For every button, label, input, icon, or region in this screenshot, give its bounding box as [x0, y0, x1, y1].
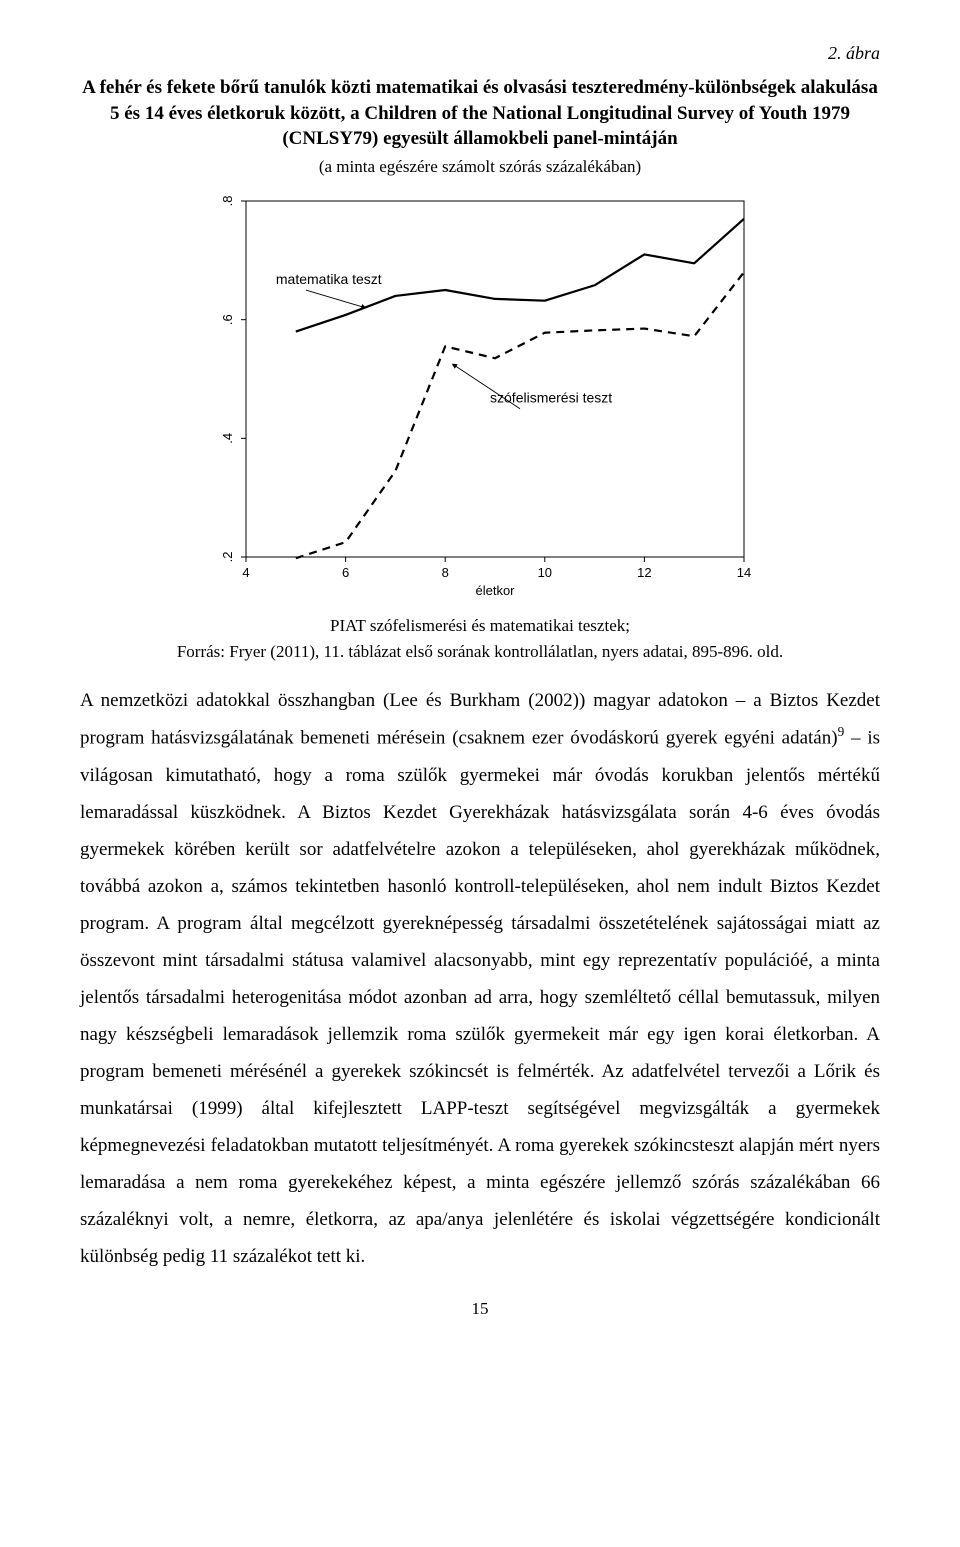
svg-text:.8: .8 — [220, 196, 235, 207]
figure-title: A fehér és fekete bőrű tanulók közti mat… — [80, 75, 880, 152]
svg-text:.6: .6 — [220, 315, 235, 326]
svg-text:szófelismerési teszt: szófelismerési teszt — [490, 390, 612, 406]
svg-text:14: 14 — [737, 565, 751, 580]
svg-text:.4: .4 — [220, 433, 235, 444]
svg-text:matematika teszt: matematika teszt — [276, 271, 382, 287]
svg-text:6: 6 — [342, 565, 349, 580]
chart-container: 4 6 8 10 12 14 életkor .2 .4 .6 .8 matematika teszt… — [80, 187, 880, 607]
figure-label: 2. ábra — [80, 40, 880, 67]
svg-text:.2: .2 — [220, 552, 235, 563]
page-number: 15 — [80, 1296, 880, 1322]
chart-caption-line2: Forrás: Fryer (2011), 11. táblázat első … — [177, 642, 783, 661]
figure-subtitle: (a minta egészére számolt szórás százalé… — [80, 154, 880, 180]
chart-caption: PIAT szófelismerési és matematikai teszt… — [80, 613, 880, 664]
chart-caption-line1: PIAT szófelismerési és matematikai teszt… — [330, 616, 630, 635]
svg-text:életkor: életkor — [475, 583, 515, 598]
svg-text:12: 12 — [637, 565, 651, 580]
svg-text:4: 4 — [242, 565, 249, 580]
svg-text:10: 10 — [538, 565, 552, 580]
body-paragraph: A nemzetközi adatokkal összhangban (Lee … — [80, 682, 880, 1275]
line-chart: 4 6 8 10 12 14 életkor .2 .4 .6 .8 matematika teszt… — [200, 187, 760, 607]
svg-text:8: 8 — [442, 565, 449, 580]
